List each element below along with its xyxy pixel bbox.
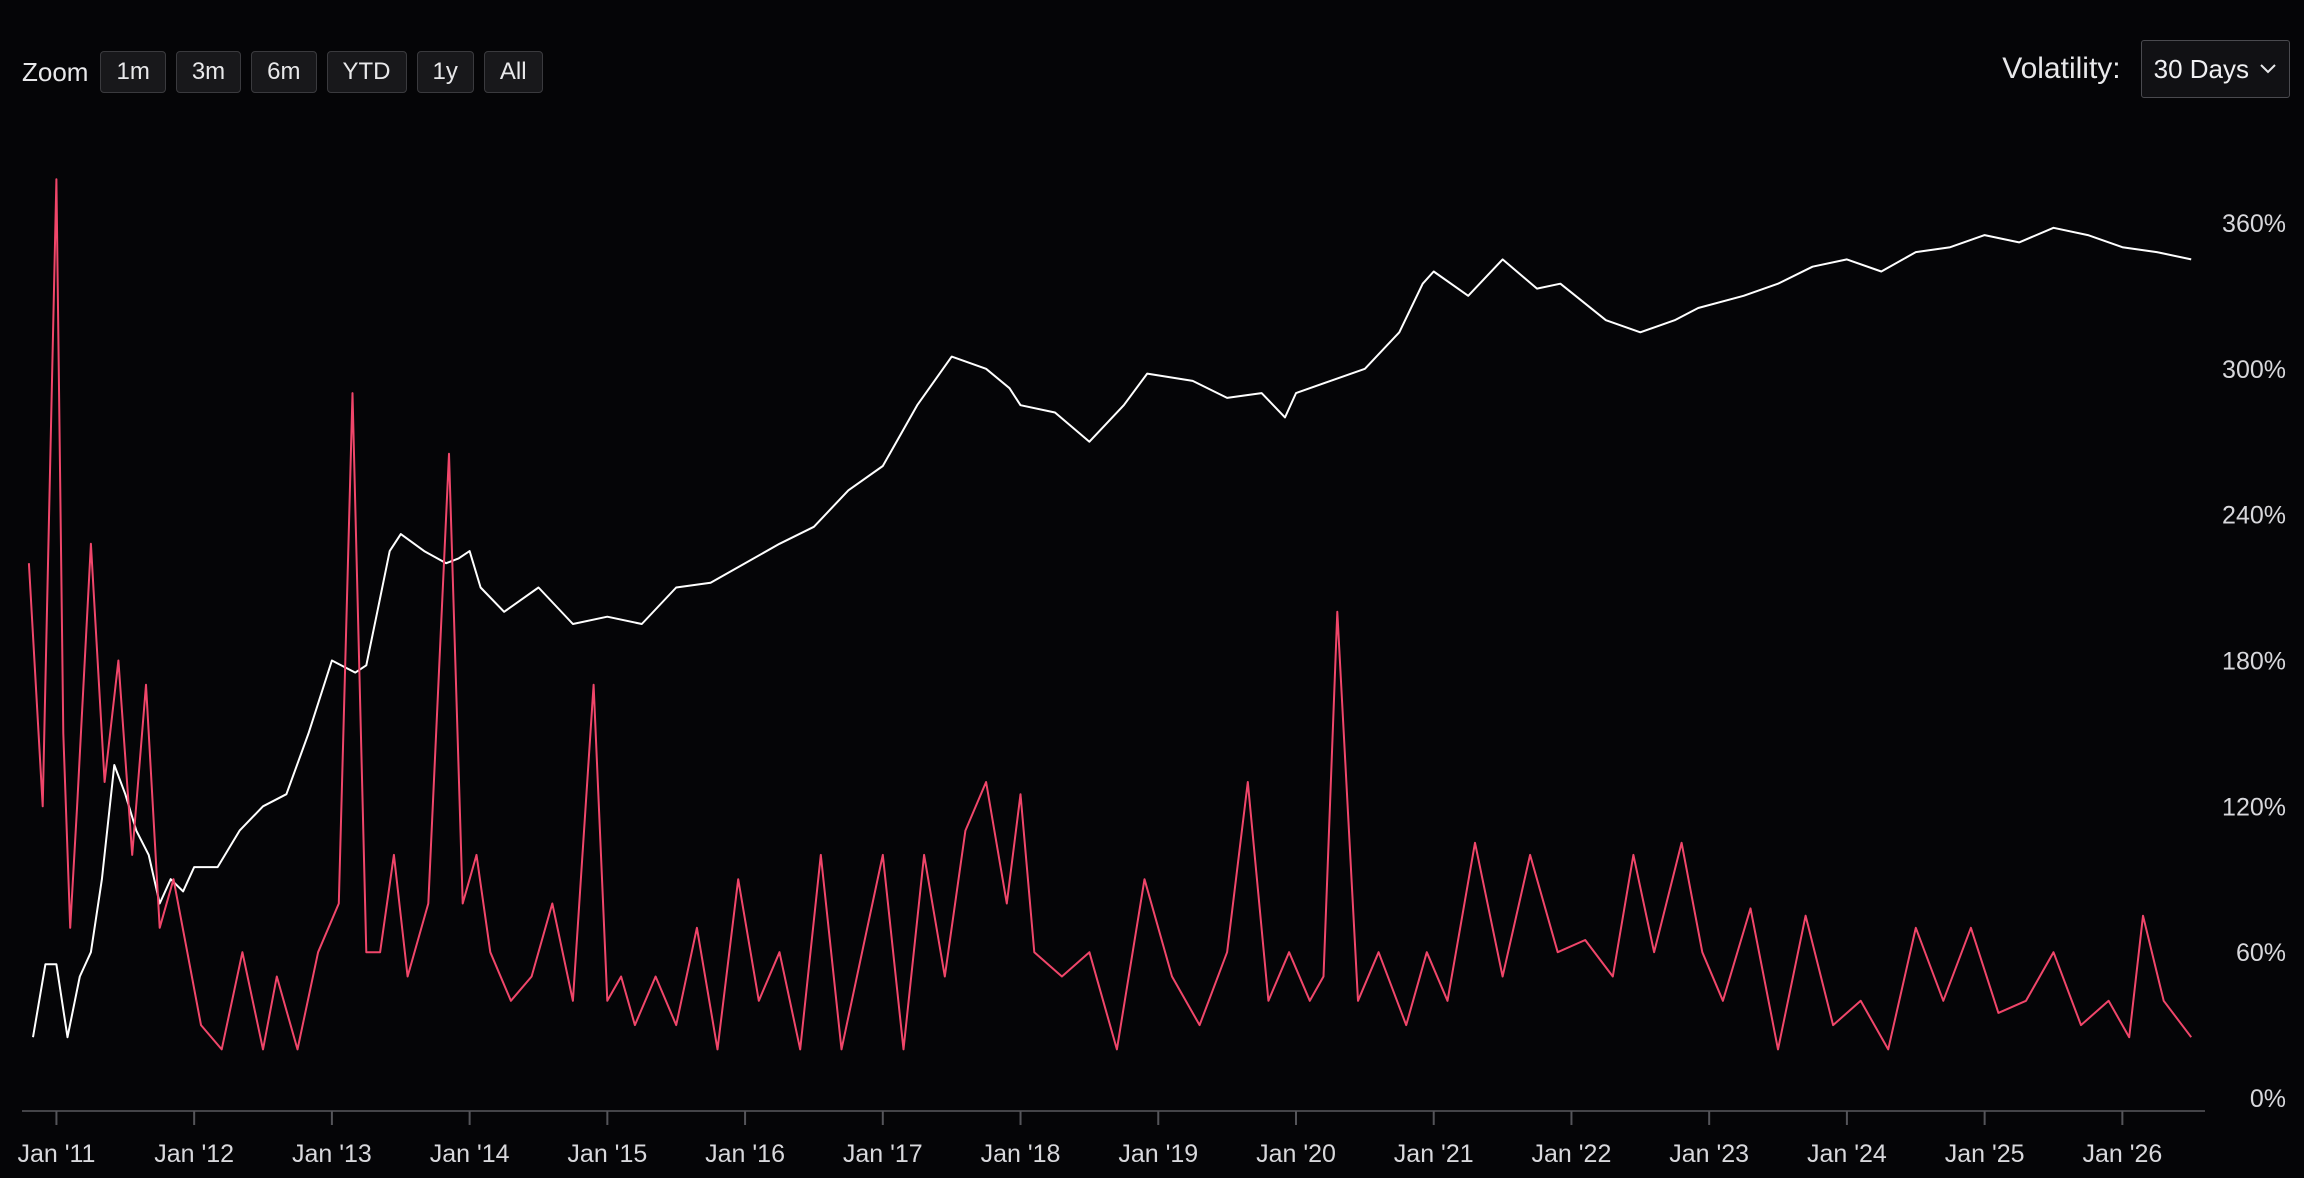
y-axis-ticks: 0% 60% 120% 180% 240% 300% 360% bbox=[2222, 210, 2286, 1113]
x-tick-label: Jan '13 bbox=[292, 1140, 372, 1168]
series-line-1 bbox=[27, 178, 2192, 1051]
y-tick-label: 300% bbox=[2222, 356, 2286, 384]
y-tick-label: 180% bbox=[2222, 647, 2286, 675]
volatility-label: Volatility: bbox=[2002, 52, 2121, 85]
x-tick-label: Jan '22 bbox=[1532, 1140, 1612, 1168]
x-tick-label: Jan '11 bbox=[17, 1140, 95, 1168]
x-tick-label: Jan '14 bbox=[430, 1140, 510, 1168]
zoom-1m-button[interactable]: 1m bbox=[100, 51, 166, 93]
x-tick-label: Jan '17 bbox=[843, 1140, 923, 1168]
chevron-down-icon bbox=[2260, 64, 2276, 74]
zoom-1y-button[interactable]: 1y bbox=[416, 51, 474, 93]
x-tick-label: Jan '12 bbox=[154, 1140, 234, 1168]
x-tick-label: Jan '21 bbox=[1394, 1140, 1474, 1168]
series-layer bbox=[27, 178, 2192, 1051]
y-tick-label: 120% bbox=[2222, 793, 2286, 821]
volatility-control: Volatility: 30 Days bbox=[2002, 40, 2290, 98]
zoom-toolbar: Zoom 1m 3m 6m YTD 1y All bbox=[22, 50, 553, 94]
x-tick-label: Jan '25 bbox=[1945, 1140, 2025, 1168]
series-line-0 bbox=[32, 226, 2192, 1039]
zoom-3m-button[interactable]: 3m bbox=[175, 51, 242, 93]
volatility-select[interactable]: 30 Days bbox=[2140, 40, 2290, 98]
zoom-all-button[interactable]: All bbox=[483, 51, 543, 93]
zoom-6m-button[interactable]: 6m bbox=[251, 51, 317, 93]
x-tick-label: Jan '15 bbox=[567, 1140, 647, 1168]
y-tick-label: 0% bbox=[2250, 1085, 2286, 1113]
x-tick-label: Jan '26 bbox=[2082, 1140, 2162, 1168]
y-tick-label: 60% bbox=[2236, 939, 2286, 967]
x-tick-label: Jan '16 bbox=[705, 1140, 785, 1168]
y-tick-label: 240% bbox=[2222, 502, 2286, 530]
zoom-label: Zoom bbox=[22, 56, 89, 87]
x-tick-label: Jan '18 bbox=[981, 1140, 1061, 1168]
y-tick-label: 360% bbox=[2222, 210, 2286, 238]
zoom-ytd-button[interactable]: YTD bbox=[326, 51, 407, 93]
x-tick-label: Jan '19 bbox=[1118, 1140, 1198, 1168]
volatility-select-value: 30 Days bbox=[2153, 53, 2249, 84]
x-tick-label: Jan '20 bbox=[1256, 1140, 1336, 1168]
x-tick-label: Jan '24 bbox=[1807, 1140, 1887, 1168]
x-axis-ticks: Jan '11 Jan '12 Jan '13 Jan '14 Jan '15 Jan '… bbox=[17, 1111, 2162, 1168]
x-tick-label: Jan '23 bbox=[1669, 1140, 1749, 1168]
